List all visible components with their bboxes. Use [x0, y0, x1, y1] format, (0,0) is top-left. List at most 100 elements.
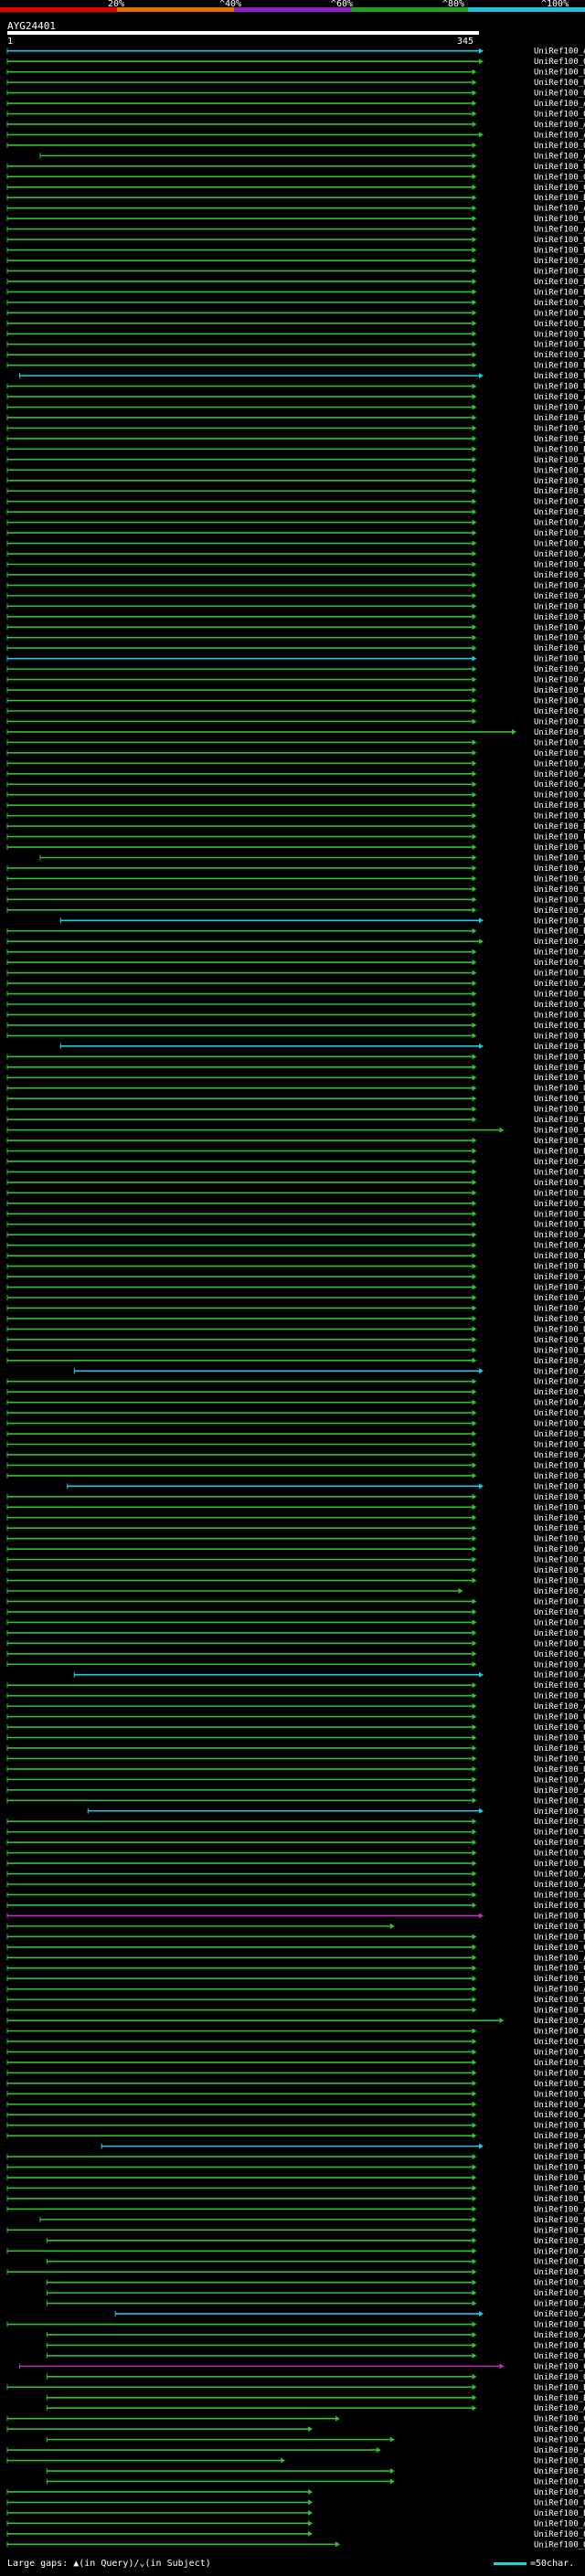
- hit-id-label[interactable]: UniRef100_Q59V84: [534, 2530, 585, 2539]
- hit-id-label[interactable]: UniRef100_Q4Q3Q4: [534, 2059, 585, 2068]
- hit-id-label[interactable]: UniRef100_C5XNB2: [534, 215, 585, 224]
- hit-id-label[interactable]: UniRef100_UP1000...: [534, 1744, 585, 1754]
- hit-id-label[interactable]: UniRef100_B3RIJ0: [534, 330, 585, 339]
- hit-id-label[interactable]: UniRef100_A5E248: [534, 1545, 585, 1554]
- hit-id-label[interactable]: UniRef100_UP1000...: [534, 1556, 585, 1565]
- hit-id-label[interactable]: UniRef100_UP1000...: [534, 1923, 585, 1932]
- hit-id-label[interactable]: UniRef100_C5L3L09: [534, 2415, 585, 2424]
- hit-id-label[interactable]: UniRef100_A5ESK3: [534, 1881, 585, 1890]
- hit-id-label[interactable]: UniRef100_A5DM40: [534, 1786, 585, 1796]
- hit-id-label[interactable]: UniRef100_Q2VSN9: [534, 1420, 585, 1429]
- hit-id-label[interactable]: UniRef100_Q4NB17: [534, 991, 585, 1000]
- hit-id-label[interactable]: UniRef100_A9PHD1: [534, 665, 585, 674]
- hit-id-label[interactable]: UniRef100_UP1000...: [534, 372, 585, 381]
- hit-id-label[interactable]: UniRef100_A0ZNM5: [534, 938, 585, 947]
- hit-id-label[interactable]: UniRef100_UP1000...: [534, 1074, 585, 1083]
- hit-id-label[interactable]: UniRef100_C1MZ11: [534, 571, 585, 580]
- hit-id-label[interactable]: UniRef100_B9G7G2: [534, 1933, 585, 1942]
- hit-id-label[interactable]: UniRef100_B8MXR2: [534, 2258, 585, 2267]
- hit-id-label[interactable]: UniRef100_A9U5B8: [534, 2331, 585, 2340]
- hit-id-label[interactable]: UniRef100_Q81LN8: [534, 2184, 585, 2193]
- hit-id-label[interactable]: UniRef100_A3LMP3: [534, 2519, 585, 2528]
- hit-id-label[interactable]: UniRef100_UP1000...: [534, 885, 585, 895]
- hit-id-label[interactable]: UniRef100_C5MHF6: [534, 1409, 585, 1418]
- hit-id-label[interactable]: UniRef100_A9PDP8: [534, 404, 585, 413]
- hit-id-label[interactable]: UniRef100_B9FSK2: [534, 822, 585, 832]
- hit-id-label[interactable]: UniRef100_A0E6C7: [534, 519, 585, 528]
- hit-id-label[interactable]: UniRef100_Q6YZN2: [534, 707, 585, 716]
- hit-id-label[interactable]: UniRef100_Q5I1W5: [534, 1336, 585, 1345]
- hit-id-label[interactable]: UniRef100_A7TIV4: [534, 1660, 585, 1670]
- hit-id-label[interactable]: UniRef100_A8V3P7: [534, 1871, 585, 1880]
- hit-id-label[interactable]: UniRef100_Q4TIH1: [534, 1441, 585, 1450]
- hit-id-label[interactable]: UniRef100_UP1000...: [534, 1189, 585, 1198]
- hit-id-label[interactable]: UniRef100_A9RPL4: [534, 581, 585, 590]
- hit-id-label[interactable]: UniRef100_Q3KTL2: [534, 1850, 585, 1859]
- hit-id-label[interactable]: UniRef100_B9FPT1: [534, 1032, 585, 1041]
- hit-id-label[interactable]: UniRef100_Q9C2D5: [534, 111, 585, 120]
- hit-id-label[interactable]: UniRef100_A6YNN4: [534, 1158, 585, 1167]
- hit-id-label[interactable]: UniRef100_A0QD42: [534, 152, 585, 161]
- hit-id-label[interactable]: UniRef100_A9J5M5: [534, 592, 585, 601]
- hit-id-label[interactable]: UniRef100_C6SA01: [534, 749, 585, 758]
- hit-id-label[interactable]: UniRef100_Q9T0Z9: [534, 602, 585, 611]
- hit-id-label[interactable]: UniRef100_UP1000...: [534, 1325, 585, 1334]
- hit-id-label[interactable]: UniRef100_C5DNL4: [534, 1650, 585, 1659]
- hit-id-label[interactable]: UniRef100_Q1E3I3: [534, 2028, 585, 2037]
- hit-id-label[interactable]: UniRef100_C1L254: [534, 2436, 585, 2445]
- hit-id-label[interactable]: UniRef100_A7QUN2: [534, 770, 585, 779]
- hit-id-label[interactable]: UniRef100_A0NKH7: [534, 759, 585, 769]
- hit-id-label[interactable]: UniRef100_C1LQ63: [534, 1975, 585, 1984]
- hit-id-label[interactable]: UniRef100_A6YNG5: [534, 1378, 585, 1387]
- hit-id-label[interactable]: UniRef100_B8GYL5: [534, 644, 585, 653]
- hit-id-label[interactable]: UniRef100_A9FV44: [534, 2425, 585, 2434]
- hit-id-label[interactable]: UniRef100_A1CN11: [534, 2404, 585, 2413]
- hit-id-label[interactable]: UniRef100_Q1GSG6: [534, 487, 585, 496]
- hit-id-label[interactable]: UniRef100_A9RSW5: [534, 393, 585, 402]
- hit-id-label[interactable]: UniRef100_B9PFV6: [534, 2122, 585, 2131]
- hit-id-label[interactable]: UniRef100_Q6CD45: [534, 1692, 585, 1701]
- hit-id-label[interactable]: UniRef100_Q5CTY4: [534, 1891, 585, 1900]
- hit-id-label[interactable]: UniRef100_Q5KGY5: [534, 58, 585, 67]
- hit-id-label[interactable]: UniRef100_Q6C5F6: [534, 1566, 585, 1575]
- hit-id-label[interactable]: UniRef100_A9RL17: [534, 949, 585, 958]
- hit-id-label[interactable]: UniRef100_Q7QHR0: [534, 466, 585, 475]
- hit-id-label[interactable]: UniRef100_B0ED09: [534, 2457, 585, 2466]
- hit-id-label[interactable]: UniRef100_UP1000...: [534, 1608, 585, 1617]
- hit-id-label[interactable]: UniRef100_C6TBE7: [534, 1137, 585, 1146]
- hit-id-label[interactable]: UniRef100_P52821: [534, 833, 585, 843]
- hit-id-label[interactable]: UniRef100_UP1000...: [534, 1179, 585, 1188]
- hit-id-label[interactable]: UniRef100_UP1000...: [534, 843, 585, 853]
- hit-id-label[interactable]: UniRef100_UP1000...: [534, 1839, 585, 1848]
- hit-id-label[interactable]: UniRef100_Q3VLT4: [534, 2289, 585, 2298]
- hit-id-label[interactable]: UniRef100_Q6XHZ5: [534, 1807, 585, 1817]
- hit-id-label[interactable]: UniRef100_UP1000...: [534, 717, 585, 726]
- hit-id-label[interactable]: UniRef100_P62851: [534, 1116, 585, 1125]
- hit-id-label[interactable]: UniRef100_A0NTJ8: [534, 121, 585, 130]
- hit-id-label[interactable]: UniRef100_Q01SN9: [534, 267, 585, 276]
- hit-id-label[interactable]: UniRef100_Q59NZ2: [534, 1535, 585, 1544]
- hit-id-label[interactable]: UniRef100_UP1000...: [534, 1597, 585, 1606]
- hit-id-label[interactable]: UniRef100_B7U4P5: [534, 1053, 585, 1062]
- hit-id-label[interactable]: UniRef100_B5DGJ2: [534, 801, 585, 811]
- hit-id-label[interactable]: UniRef100_B0X529: [534, 414, 585, 423]
- hit-id-label[interactable]: UniRef100_UP1000...: [534, 1085, 585, 1094]
- hit-id-label[interactable]: UniRef100_Q2U1C3: [534, 173, 585, 182]
- hit-id-label[interactable]: UniRef100_B3GEK6: [534, 1064, 585, 1073]
- hit-id-label[interactable]: UniRef100_UP1000...: [534, 1829, 585, 1838]
- hit-id-label[interactable]: UniRef100_Q6BKV7: [534, 1524, 585, 1533]
- hit-id-label[interactable]: UniRef100_Q6DET7: [534, 896, 585, 905]
- hit-id-label[interactable]: UniRef100_B6ET36: [534, 508, 585, 517]
- hit-id-label[interactable]: UniRef100_A7R6E0: [534, 623, 585, 632]
- hit-id-label[interactable]: UniRef100_A5B8N6: [534, 131, 585, 140]
- hit-id-label[interactable]: UniRef100_C4R9F4: [534, 2362, 585, 2371]
- hit-id-label[interactable]: UniRef100_Q5GFD9: [534, 142, 585, 151]
- hit-id-label[interactable]: UniRef100_A4HEG2: [534, 2111, 585, 2120]
- hit-id-label[interactable]: UniRef100_B9RM57: [534, 278, 585, 287]
- hit-id-label[interactable]: UniRef100_UP1000...: [534, 1797, 585, 1806]
- hit-id-label[interactable]: UniRef100_A2QR2R: [534, 2446, 585, 2455]
- hit-id-label[interactable]: UniRef100_UP1000...: [534, 970, 585, 979]
- hit-id-label[interactable]: UniRef100_A4R2F5: [534, 2300, 585, 2309]
- hit-id-label[interactable]: UniRef100_A7E6A2: [534, 2101, 585, 2110]
- hit-id-label[interactable]: UniRef100_Q6VEV1: [534, 853, 585, 863]
